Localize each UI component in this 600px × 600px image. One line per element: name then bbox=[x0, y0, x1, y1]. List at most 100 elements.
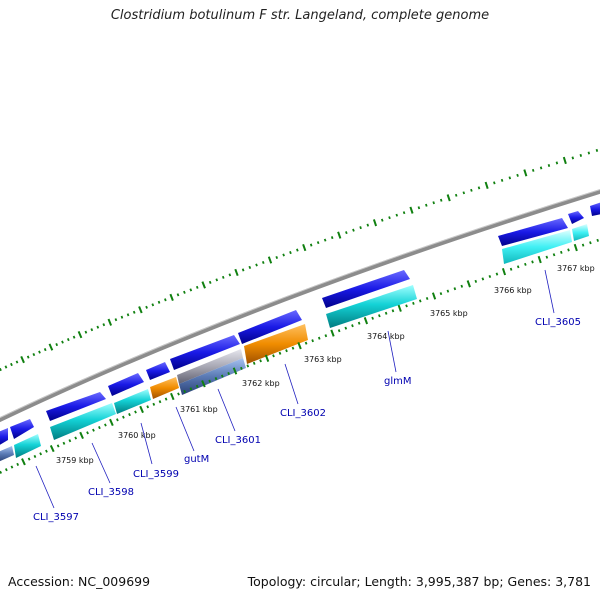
cds-bar[interactable] bbox=[244, 324, 308, 364]
cds-bar[interactable] bbox=[502, 230, 572, 264]
minor-tick bbox=[412, 301, 415, 305]
minor-tick bbox=[38, 350, 41, 354]
major-tick bbox=[297, 342, 302, 350]
gene-arrow[interactable] bbox=[590, 202, 600, 216]
cds-bar[interactable] bbox=[150, 377, 179, 399]
minor-tick bbox=[261, 260, 265, 265]
cds-bar[interactable] bbox=[326, 285, 417, 328]
minor-tick bbox=[589, 241, 592, 245]
minor-tick bbox=[337, 329, 341, 333]
minor-tick bbox=[255, 263, 258, 267]
gene-label-glmm[interactable]: glmM bbox=[384, 376, 412, 387]
major-tick bbox=[170, 392, 175, 401]
gene-label-gutm[interactable]: gutM bbox=[184, 454, 209, 465]
minor-tick bbox=[516, 173, 519, 177]
cds-bar[interactable] bbox=[114, 389, 151, 414]
minor-tick bbox=[32, 353, 36, 357]
minor-tick bbox=[16, 462, 20, 466]
minor-tick bbox=[0, 367, 2, 372]
label-leaders bbox=[35, 269, 555, 509]
major-tick bbox=[77, 331, 83, 339]
minor-tick bbox=[531, 168, 535, 172]
scale-label: 3766 kbp bbox=[494, 286, 532, 295]
gene-label-cli-3598[interactable]: CLI_3598 bbox=[88, 487, 134, 498]
gene-label-cli-3597[interactable]: CLI_3597 bbox=[33, 512, 79, 523]
minor-tick bbox=[189, 387, 193, 391]
cds-bar[interactable] bbox=[177, 349, 243, 384]
cds-bar[interactable] bbox=[14, 434, 41, 458]
minor-tick bbox=[439, 198, 443, 202]
minor-tick bbox=[488, 274, 492, 279]
gene-arrow[interactable] bbox=[568, 211, 584, 224]
minor-tick bbox=[195, 384, 199, 388]
cds-bar[interactable] bbox=[179, 358, 246, 395]
scale-label: 3761 kbp bbox=[180, 405, 218, 414]
minor-tick bbox=[470, 188, 473, 192]
minor-tick bbox=[425, 203, 428, 207]
cds-bar[interactable] bbox=[572, 224, 589, 241]
gene-label-cli-3601[interactable]: CLI_3601 bbox=[215, 435, 261, 446]
gene-arrow[interactable] bbox=[108, 373, 144, 396]
gene-arrow[interactable] bbox=[146, 362, 170, 380]
gene-arrow[interactable] bbox=[170, 335, 240, 370]
minor-tick bbox=[43, 348, 47, 352]
minor-tick bbox=[92, 428, 95, 432]
major-tick bbox=[232, 367, 238, 375]
major-tick bbox=[49, 444, 55, 453]
leader-line bbox=[387, 330, 397, 373]
gene-arrow[interactable] bbox=[10, 419, 34, 439]
major-tick bbox=[501, 267, 507, 276]
minor-tick bbox=[62, 441, 66, 445]
gene-arrow[interactable] bbox=[46, 392, 106, 421]
minor-tick bbox=[345, 231, 348, 235]
minor-tick bbox=[96, 325, 100, 329]
major-tick bbox=[138, 306, 143, 314]
minor-tick bbox=[120, 315, 124, 319]
gene-label-cli-3602[interactable]: CLI_3602 bbox=[280, 408, 326, 419]
minor-tick bbox=[359, 226, 362, 230]
leader-line bbox=[35, 465, 55, 509]
minor-tick bbox=[571, 156, 575, 160]
minor-tick bbox=[418, 299, 422, 303]
major-tick bbox=[48, 343, 54, 351]
cds-bar[interactable] bbox=[50, 403, 116, 440]
minor-tick bbox=[241, 268, 245, 272]
major-tick bbox=[397, 304, 402, 312]
gene-arrow[interactable] bbox=[238, 310, 302, 344]
major-tick bbox=[466, 280, 471, 288]
gene-label-cli-3599[interactable]: CLI_3599 bbox=[133, 469, 179, 480]
minor-tick bbox=[84, 330, 88, 334]
minor-tick bbox=[595, 148, 599, 152]
major-tick bbox=[79, 431, 84, 440]
major-tick bbox=[109, 418, 114, 427]
minor-tick bbox=[240, 366, 243, 370]
cds-bar[interactable] bbox=[0, 446, 14, 462]
minor-tick bbox=[33, 454, 37, 458]
minor-tick bbox=[425, 296, 429, 301]
gene-arrow[interactable] bbox=[0, 428, 8, 446]
minor-tick bbox=[474, 279, 478, 283]
minor-tick bbox=[72, 335, 76, 339]
minor-tick bbox=[122, 415, 125, 419]
leader-line bbox=[217, 388, 236, 432]
gene-label-cli-3605[interactable]: CLI_3605 bbox=[535, 317, 581, 328]
gene-arrow[interactable] bbox=[322, 270, 410, 308]
genome-summary-text: Topology: circular; Length: 3,995,387 bp… bbox=[247, 574, 591, 589]
gene-arrow[interactable] bbox=[498, 218, 568, 246]
outer-tick-ring bbox=[0, 148, 599, 372]
minor-tick bbox=[228, 273, 232, 277]
genome-backbone-highlight bbox=[0, 189, 600, 419]
minor-tick bbox=[183, 389, 187, 393]
inner-tick-ring bbox=[0, 238, 599, 474]
major-tick bbox=[484, 181, 489, 189]
minor-tick bbox=[102, 323, 106, 327]
minor-tick bbox=[259, 359, 262, 363]
minor-tick bbox=[275, 255, 279, 260]
minor-tick bbox=[344, 326, 348, 330]
major-tick bbox=[267, 256, 273, 264]
minor-tick bbox=[278, 351, 282, 355]
minor-tick bbox=[539, 166, 543, 170]
major-tick bbox=[139, 405, 144, 414]
minor-tick bbox=[104, 423, 107, 427]
major-tick bbox=[21, 458, 26, 466]
